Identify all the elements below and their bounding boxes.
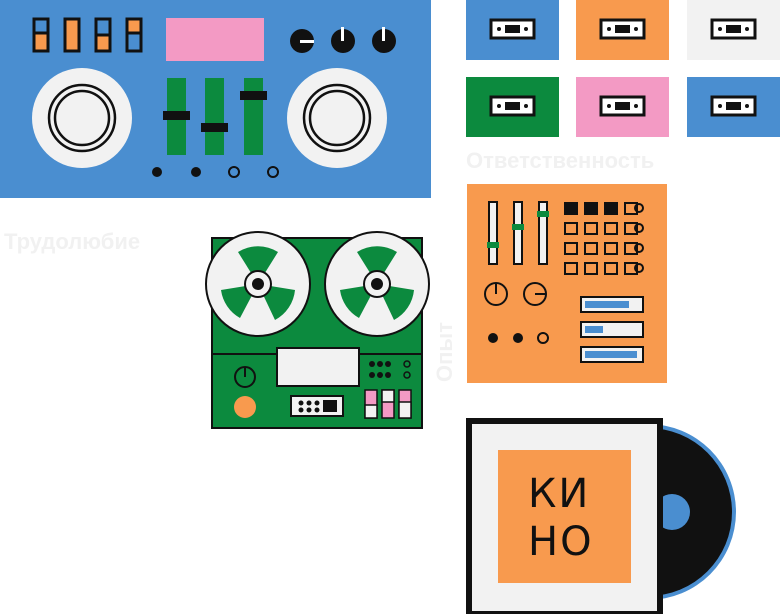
mixer-buttons xyxy=(488,332,549,344)
reel-right xyxy=(324,231,430,337)
cassette-tile xyxy=(466,0,559,60)
recorder-orange-button xyxy=(234,396,256,418)
boombox-knobs xyxy=(290,27,396,53)
label-responsibility: Ответственность xyxy=(466,148,655,173)
cassette-icon xyxy=(710,95,757,117)
cassette-tile xyxy=(576,77,669,137)
boombox-speaker-left xyxy=(32,68,132,168)
reel-to-reel-tape-recorder-illustration xyxy=(205,231,430,429)
boombox-speaker-right xyxy=(287,68,387,168)
album-title-line2: НО xyxy=(528,519,594,565)
label-diligence: Трудолюбие xyxy=(4,229,141,254)
boombox-display xyxy=(166,18,264,61)
mixer-level-meters xyxy=(580,296,644,363)
cassette-tile xyxy=(687,77,780,137)
cassette-tile xyxy=(576,0,669,60)
cassette-tile xyxy=(466,77,559,137)
mixer-faders xyxy=(487,201,549,265)
recorder-pink-switches xyxy=(364,389,412,419)
boombox-faders xyxy=(163,78,267,155)
album-title-line1: КИ xyxy=(528,471,591,517)
label-experience: Опыт xyxy=(432,322,457,382)
vinyl-record-sleeve-illustration xyxy=(466,418,736,614)
boombox-buttons xyxy=(152,166,279,178)
mixer-pads xyxy=(564,202,644,275)
boombox-illustration xyxy=(0,0,431,198)
album-cover-square xyxy=(498,450,631,583)
boombox-switches xyxy=(32,17,143,53)
recorder-display xyxy=(276,347,360,387)
mixer-knobs xyxy=(484,282,547,306)
cassette-icon xyxy=(599,18,646,40)
cassette-tile xyxy=(687,0,780,60)
cassette-icon xyxy=(489,95,536,117)
cassette-icon xyxy=(710,18,757,40)
reel-left xyxy=(205,231,311,337)
cassette-icon xyxy=(599,95,646,117)
cassette-icon xyxy=(489,18,536,40)
drum-machine-illustration xyxy=(467,184,667,383)
